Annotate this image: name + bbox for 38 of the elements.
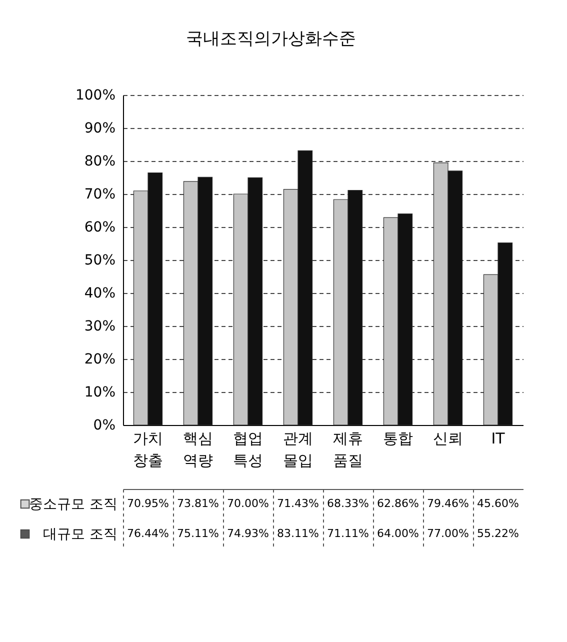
data-label: 70.00% xyxy=(227,497,269,510)
data-label: 71.43% xyxy=(277,497,319,510)
y-tick-label: 70% xyxy=(84,186,116,202)
data-label: 70.95% xyxy=(127,497,169,510)
legend-label: 대규모 조직 xyxy=(43,526,118,542)
data-label: 75.11% xyxy=(177,527,219,540)
y-tick-label: 90% xyxy=(84,120,116,136)
data-label: 74.93% xyxy=(227,527,269,540)
y-tick-label: 80% xyxy=(84,154,116,170)
data-label: 64.00% xyxy=(377,527,419,540)
data-label: 68.33% xyxy=(327,497,369,510)
data-label: 79.46% xyxy=(427,497,469,510)
chart-title: 국내조직의가상화수준 xyxy=(186,29,356,49)
x-tick-label: 신뢰 xyxy=(433,430,463,448)
x-tick-label: IT xyxy=(491,430,506,448)
data-label: 45.60% xyxy=(477,497,519,510)
x-tick-label: 통합 xyxy=(383,430,413,448)
legend-label: 중소규모 조직 xyxy=(29,496,118,512)
y-tick-label: 100% xyxy=(75,88,116,104)
data-label: 55.22% xyxy=(477,527,519,540)
x-tick-label: 관계 몰입 xyxy=(283,430,313,470)
y-tick-label: 40% xyxy=(84,286,116,302)
x-tick-label: 제휴 품질 xyxy=(333,430,363,470)
data-label: 83.11% xyxy=(277,527,319,540)
y-tick-label: 10% xyxy=(84,384,116,400)
data-label: 77.00% xyxy=(427,527,469,540)
data-label: 62.86% xyxy=(377,497,419,510)
y-tick-label: 60% xyxy=(84,220,116,236)
data-label: 71.11% xyxy=(327,527,369,540)
y-tick-label: 0% xyxy=(93,418,116,434)
y-tick-label: 30% xyxy=(84,318,116,334)
x-tick-label: 가치 창출 xyxy=(133,430,163,470)
data-label: 73.81% xyxy=(177,497,219,510)
x-tick-label: 핵심 역량 xyxy=(183,430,213,470)
y-tick-label: 50% xyxy=(84,252,116,268)
data-label: 76.44% xyxy=(127,527,169,540)
y-tick-label: 20% xyxy=(84,352,116,368)
x-tick-label: 협업 특성 xyxy=(233,430,263,470)
